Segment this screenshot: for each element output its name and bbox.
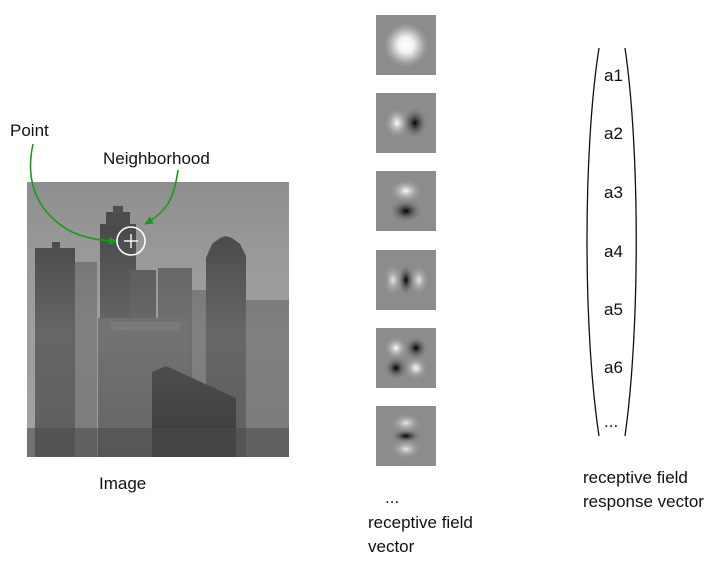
point-label: Point: [10, 121, 49, 140]
rf-ellipsis: ...: [385, 488, 400, 507]
neighborhood-marker: [116, 226, 146, 256]
response-vector-item: ...: [604, 412, 619, 431]
response-label-line1: receptive field: [583, 468, 688, 487]
neighborhood-label: Neighborhood: [103, 149, 210, 168]
receptive-field-dxx: [376, 250, 436, 310]
receptive-field-dx: [376, 93, 436, 153]
rf-vector-label-line2: vector: [368, 537, 415, 556]
response-vector-item: a1: [604, 66, 623, 85]
receptive-field-gaussian: [376, 15, 436, 75]
receptive-field-dy: [376, 171, 436, 231]
response-vector-item: a3: [604, 183, 623, 202]
city-image: [27, 182, 289, 457]
response-vector-item: a2: [604, 124, 623, 143]
response-vector-bracket: [586, 47, 637, 437]
response-vector-item: a6: [604, 358, 623, 377]
rf-vector-label-line1: receptive field: [368, 513, 473, 532]
response-vector-item: a5: [604, 300, 623, 319]
response-label-line2: response vector: [583, 492, 704, 511]
neighborhood-arrow: [144, 169, 179, 225]
response-vector-item: a4: [604, 242, 623, 261]
image-label: Image: [99, 474, 147, 493]
point-arrow: [29, 143, 118, 245]
receptive-field-dyy: [376, 406, 436, 466]
receptive-field-dxy: [376, 328, 436, 388]
